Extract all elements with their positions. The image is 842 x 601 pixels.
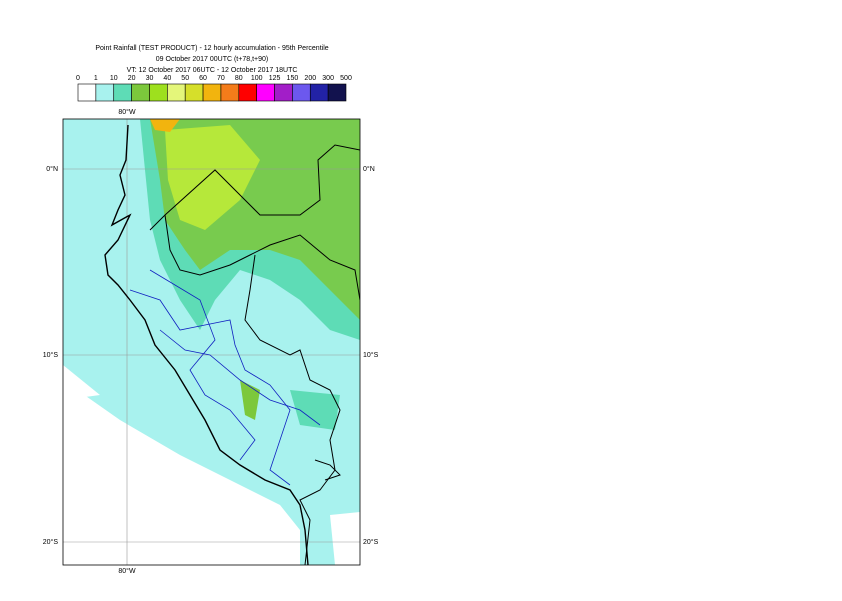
run-info: 09 October 2017 00UTC (t+78,t+90) xyxy=(156,56,268,63)
lat-label: 10°S xyxy=(43,351,59,359)
legend-label: 20 xyxy=(128,75,136,82)
lat-label: 20°S xyxy=(43,538,59,546)
legend-label: 80 xyxy=(235,75,243,82)
lat-label: 10°S xyxy=(363,351,379,359)
legend-label: 100 xyxy=(251,75,263,82)
legend-label: 200 xyxy=(304,75,316,82)
legend-swatch xyxy=(149,83,168,102)
validity: VT: 12 October 2017 06UTC - 12 October 2… xyxy=(127,67,298,74)
map xyxy=(63,119,360,565)
legend-label: 10 xyxy=(110,75,118,82)
legend-swatch xyxy=(202,83,222,102)
rain-area xyxy=(165,125,260,230)
legend-swatch xyxy=(184,83,204,102)
legend-swatch xyxy=(274,83,293,102)
legend-label: 30 xyxy=(146,75,154,82)
legend: 0 1 10 20 30 40 50 60 70 80 100 125 150 200 300 500 xyxy=(76,75,352,102)
legend-swatch xyxy=(309,83,329,102)
lat-label: 0°N xyxy=(363,165,375,173)
legend-label: 60 xyxy=(199,75,207,82)
lon-label: 80°W xyxy=(118,567,136,575)
legend-label: 0 xyxy=(76,75,80,82)
lake xyxy=(314,459,341,481)
legend-label: 125 xyxy=(269,75,281,82)
border xyxy=(149,144,360,231)
region-border xyxy=(159,329,321,426)
low-rain-area xyxy=(63,380,300,565)
legend-label: 1 xyxy=(94,75,98,82)
legend-label: 150 xyxy=(287,75,299,82)
legend-swatch xyxy=(95,83,115,102)
legend-swatch xyxy=(113,83,132,102)
legend-label: 40 xyxy=(163,75,171,82)
legend-swatch xyxy=(238,83,257,102)
legend-label: 300 xyxy=(322,75,334,82)
legend-swatch xyxy=(220,83,240,102)
map-frame xyxy=(62,118,361,566)
region-border xyxy=(149,269,256,461)
coastline xyxy=(104,124,309,565)
legend-label: 500 xyxy=(340,75,352,82)
lon-label: 80°W xyxy=(118,108,136,116)
legend-label: 50 xyxy=(181,75,189,82)
lat-label: 0°N xyxy=(46,165,58,173)
rain-area xyxy=(290,390,340,430)
lat-label: 20°S xyxy=(363,538,379,546)
title: Point Rainfall (TEST PRODUCT) - 12 hourl… xyxy=(95,45,328,52)
legend-swatch xyxy=(131,83,150,102)
rain-area xyxy=(150,119,180,132)
legend-label: 70 xyxy=(217,75,225,82)
legend-swatch xyxy=(327,83,347,102)
legend-swatch xyxy=(77,83,97,102)
region-border xyxy=(129,289,291,486)
legend-swatch xyxy=(256,83,275,102)
legend-swatch xyxy=(167,83,186,102)
low-rain-area xyxy=(330,512,360,565)
border xyxy=(244,254,341,565)
border xyxy=(164,214,360,301)
legend-swatch xyxy=(292,83,311,102)
low-rain-area xyxy=(63,365,100,400)
